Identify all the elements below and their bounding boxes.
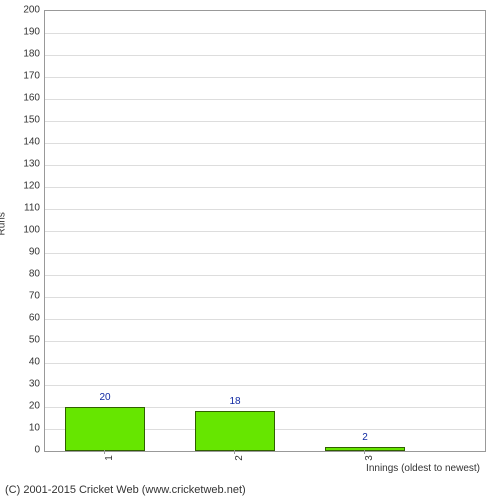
y-axis-label: Runs — [0, 212, 8, 235]
xtick-label: 1 — [104, 455, 115, 461]
ytick-label: 130 — [10, 159, 40, 170]
ytick-label: 70 — [10, 291, 40, 302]
ytick-label: 180 — [10, 49, 40, 60]
xtick-mark — [234, 450, 235, 454]
chart-container: 20182 Runs Innings (oldest to newest) (C… — [0, 0, 500, 500]
ytick-label: 0 — [10, 445, 40, 456]
xtick-mark — [104, 450, 105, 454]
gridline — [45, 231, 485, 232]
ytick-label: 170 — [10, 71, 40, 82]
gridline — [45, 77, 485, 78]
gridline — [45, 363, 485, 364]
ytick-label: 190 — [10, 27, 40, 38]
ytick-label: 90 — [10, 247, 40, 258]
gridline — [45, 319, 485, 320]
ytick-label: 160 — [10, 93, 40, 104]
ytick-label: 80 — [10, 269, 40, 280]
gridline — [45, 33, 485, 34]
bar — [325, 447, 405, 451]
gridline — [45, 297, 485, 298]
plot-area: 20 18 2 — [44, 10, 486, 452]
ytick-label: 200 — [10, 5, 40, 16]
xtick-label: 2 — [234, 455, 245, 461]
ytick-label: 50 — [10, 335, 40, 346]
xtick-label: 3 — [364, 455, 375, 461]
gridline — [45, 165, 485, 166]
xtick-mark — [364, 450, 365, 454]
bar-value-label: 2 — [362, 432, 368, 443]
gridline — [45, 55, 485, 56]
gridline — [45, 121, 485, 122]
gridline — [45, 143, 485, 144]
gridline — [45, 187, 485, 188]
ytick-label: 110 — [10, 203, 40, 214]
gridline — [45, 385, 485, 386]
gridline — [45, 209, 485, 210]
ytick-label: 100 — [10, 225, 40, 236]
ytick-label: 40 — [10, 357, 40, 368]
ytick-label: 20 — [10, 401, 40, 412]
ytick-label: 140 — [10, 137, 40, 148]
bar — [65, 407, 145, 451]
gridline — [45, 253, 485, 254]
gridline — [45, 275, 485, 276]
ytick-label: 120 — [10, 181, 40, 192]
bar — [195, 411, 275, 451]
copyright-text: (C) 2001-2015 Cricket Web (www.cricketwe… — [5, 484, 246, 496]
bar-value-label: 18 — [229, 396, 240, 407]
ytick-label: 60 — [10, 313, 40, 324]
bar-value-label: 20 — [99, 392, 110, 403]
gridline — [45, 341, 485, 342]
gridline — [45, 99, 485, 100]
ytick-label: 150 — [10, 115, 40, 126]
ytick-label: 10 — [10, 423, 40, 434]
ytick-label: 30 — [10, 379, 40, 390]
x-axis-label: Innings (oldest to newest) — [366, 463, 480, 474]
